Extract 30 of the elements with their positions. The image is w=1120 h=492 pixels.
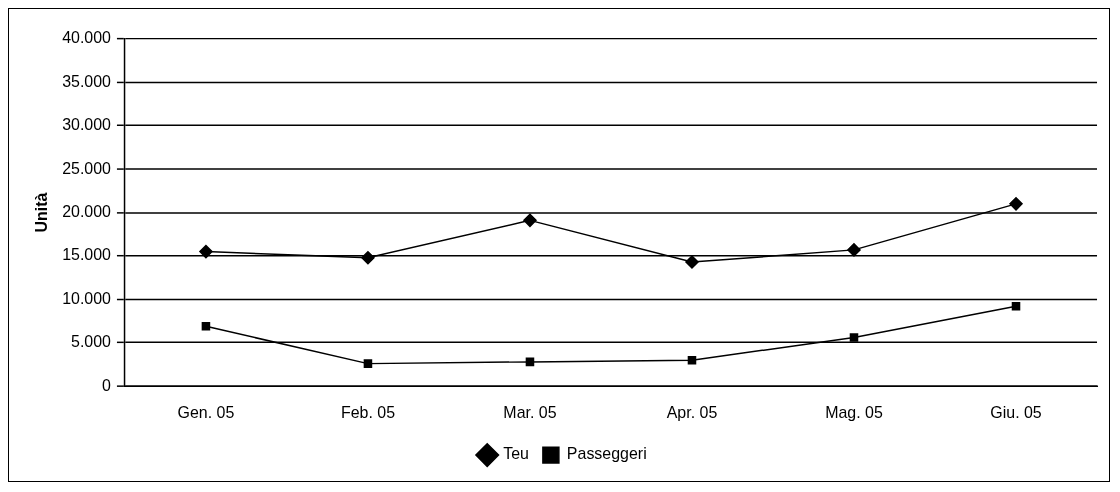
point: [1011, 302, 1021, 311]
x-tick-label: Mar. 05: [503, 404, 557, 422]
point: [525, 357, 535, 367]
legend-label: Teu: [503, 445, 529, 463]
point: [363, 359, 373, 368]
y-tick-label: 0: [102, 376, 112, 394]
point: [523, 213, 537, 228]
point: [685, 255, 699, 269]
point: [849, 333, 859, 342]
y-tick-label: 35.000: [62, 72, 112, 90]
point: [847, 243, 861, 257]
x-tick-label: Mag. 05: [825, 404, 883, 422]
y-tick-label: 20.000: [62, 202, 112, 220]
y-tick-label: 15.000: [62, 246, 112, 264]
point: [1009, 197, 1023, 211]
y-tick-label: 5.000: [71, 333, 112, 351]
x-tick-label: Feb. 05: [340, 404, 396, 422]
y-tick-label: 10.000: [62, 289, 112, 307]
x-tick-label: Gen. 05: [177, 404, 235, 422]
x-tick-label: Giu. 05: [990, 404, 1042, 422]
point: [199, 244, 213, 259]
point: [361, 250, 375, 265]
x-tick-label: Apr. 05: [666, 404, 718, 422]
point: [201, 322, 211, 331]
y-tick-label: 30.000: [62, 116, 112, 134]
y-axis-title: Unità: [32, 192, 50, 233]
y-tick-label: 25.000: [62, 159, 112, 177]
y-tick-label: 40.000: [62, 29, 112, 47]
legend-label: Passeggeri: [566, 445, 647, 463]
point: [687, 355, 697, 365]
